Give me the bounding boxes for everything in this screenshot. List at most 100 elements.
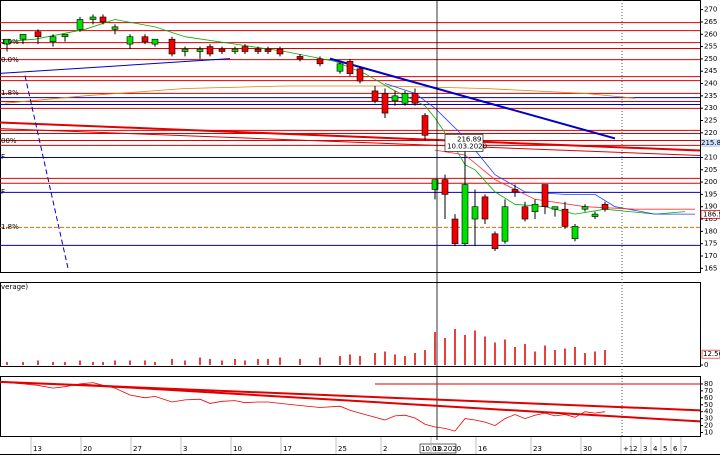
volume-bar <box>114 360 116 365</box>
y-tick-label: 245 <box>704 67 717 75</box>
rsi-line <box>6 382 606 432</box>
candle-body <box>561 208 569 227</box>
candle-body <box>61 33 69 38</box>
candle-body <box>371 90 379 102</box>
volume-bar <box>484 336 486 365</box>
candle-body <box>231 48 239 52</box>
cursor-date-axis: 10.03.2020 <box>421 445 461 453</box>
y-tick-label: 260 <box>704 30 717 38</box>
y-tick-label: 265 <box>704 18 717 26</box>
candle-body <box>296 56 304 60</box>
y-tick-label: 190 <box>704 203 717 211</box>
volume-bar <box>22 362 24 365</box>
x-tick-label: 6 <box>673 445 678 453</box>
volume-bar <box>37 360 39 365</box>
candle-body <box>99 16 107 23</box>
y-tick-label: 20 <box>704 422 713 430</box>
y-tick-label: 250 <box>704 55 717 63</box>
cursor-price: 216.89 <box>457 135 482 143</box>
volume-bar <box>299 359 301 365</box>
candle-body <box>491 233 499 249</box>
y-tick-label: 40 <box>704 408 713 416</box>
trend-line <box>24 75 69 269</box>
volume-bar <box>184 360 186 365</box>
last-price-box <box>700 209 720 219</box>
volume-bar <box>267 359 269 365</box>
volume-bar <box>257 359 259 365</box>
cursor-box <box>444 134 484 152</box>
candle-body <box>316 58 324 65</box>
candle-body <box>441 179 449 195</box>
candle-body <box>541 184 549 208</box>
candle-body <box>591 213 599 217</box>
volume-bar <box>209 359 211 365</box>
candle-body <box>451 218 459 244</box>
volume-bar <box>102 362 104 365</box>
x-tick-label: 30 <box>583 445 592 453</box>
y-tick-label: 0 <box>704 361 708 369</box>
side-label: 00% <box>1 137 17 145</box>
candle-body <box>254 48 262 52</box>
candle-body <box>481 196 489 220</box>
side-label: 1.8% <box>1 89 19 97</box>
x-tick-label: 3 <box>643 445 647 453</box>
volume-bar <box>394 354 396 365</box>
x-tick-label: 16 <box>478 445 487 453</box>
y-tick-label: 50 <box>704 401 713 409</box>
y-tick-label: 235 <box>704 92 717 100</box>
y-tick-label: 225 <box>704 116 717 124</box>
volume-bar <box>514 347 516 365</box>
candle-body <box>49 36 57 42</box>
candle-body <box>401 93 409 104</box>
candle-body <box>168 38 176 55</box>
x-tick-label: 3 <box>183 445 187 453</box>
x-tick-label: 27 <box>133 445 142 453</box>
volume-panel <box>0 282 701 367</box>
y-tick-label: 200 <box>704 178 717 186</box>
volume-bar <box>454 329 456 365</box>
cursor-date: 10.03.2020 <box>447 142 487 150</box>
volume-bar <box>594 351 596 365</box>
panel-plot <box>6 329 606 365</box>
average-box <box>701 349 720 359</box>
volume-bar <box>564 348 566 365</box>
candle-body <box>346 61 354 74</box>
x-tick-label: 25 <box>338 445 347 453</box>
volume-bar <box>199 357 201 365</box>
side-label: F <box>1 188 5 196</box>
side-label: F <box>1 153 5 161</box>
candle-body <box>501 206 509 242</box>
candle-body <box>391 95 399 102</box>
volume-bar <box>534 351 536 365</box>
x-tick-label: 10 <box>233 445 242 453</box>
volume-bar <box>474 330 476 365</box>
cursor-date-box <box>419 443 457 454</box>
panel-plot <box>0 380 700 432</box>
y-tick-label: 170 <box>704 252 717 260</box>
volume-bar <box>92 362 94 365</box>
x-tick-label: 13 <box>33 445 42 453</box>
x-tick-label: 17 <box>283 445 292 453</box>
panel-label: verage) <box>1 283 28 291</box>
marker-price-label: 215.89 <box>701 139 720 147</box>
x-tick-label: 23 <box>533 445 542 453</box>
volume-bar <box>234 359 236 365</box>
volume-bar <box>524 344 526 365</box>
candle-body <box>181 48 189 52</box>
x-tick-label: 5 <box>663 445 667 453</box>
last-price-label: 186.9 <box>703 210 720 218</box>
candle-body <box>151 38 159 45</box>
candle-body <box>511 189 519 193</box>
candle-body <box>421 115 429 136</box>
volume-bar <box>279 357 281 365</box>
y-tick-label: 180 <box>704 227 717 235</box>
candle-body <box>241 46 249 52</box>
volume-bar <box>339 356 341 365</box>
candle-body <box>3 38 11 45</box>
y-tick-label: 165 <box>704 264 717 272</box>
candle-body <box>206 46 214 55</box>
candle-body <box>601 203 609 210</box>
volume-bar <box>144 360 146 365</box>
y-tick-label: 230 <box>704 104 717 112</box>
